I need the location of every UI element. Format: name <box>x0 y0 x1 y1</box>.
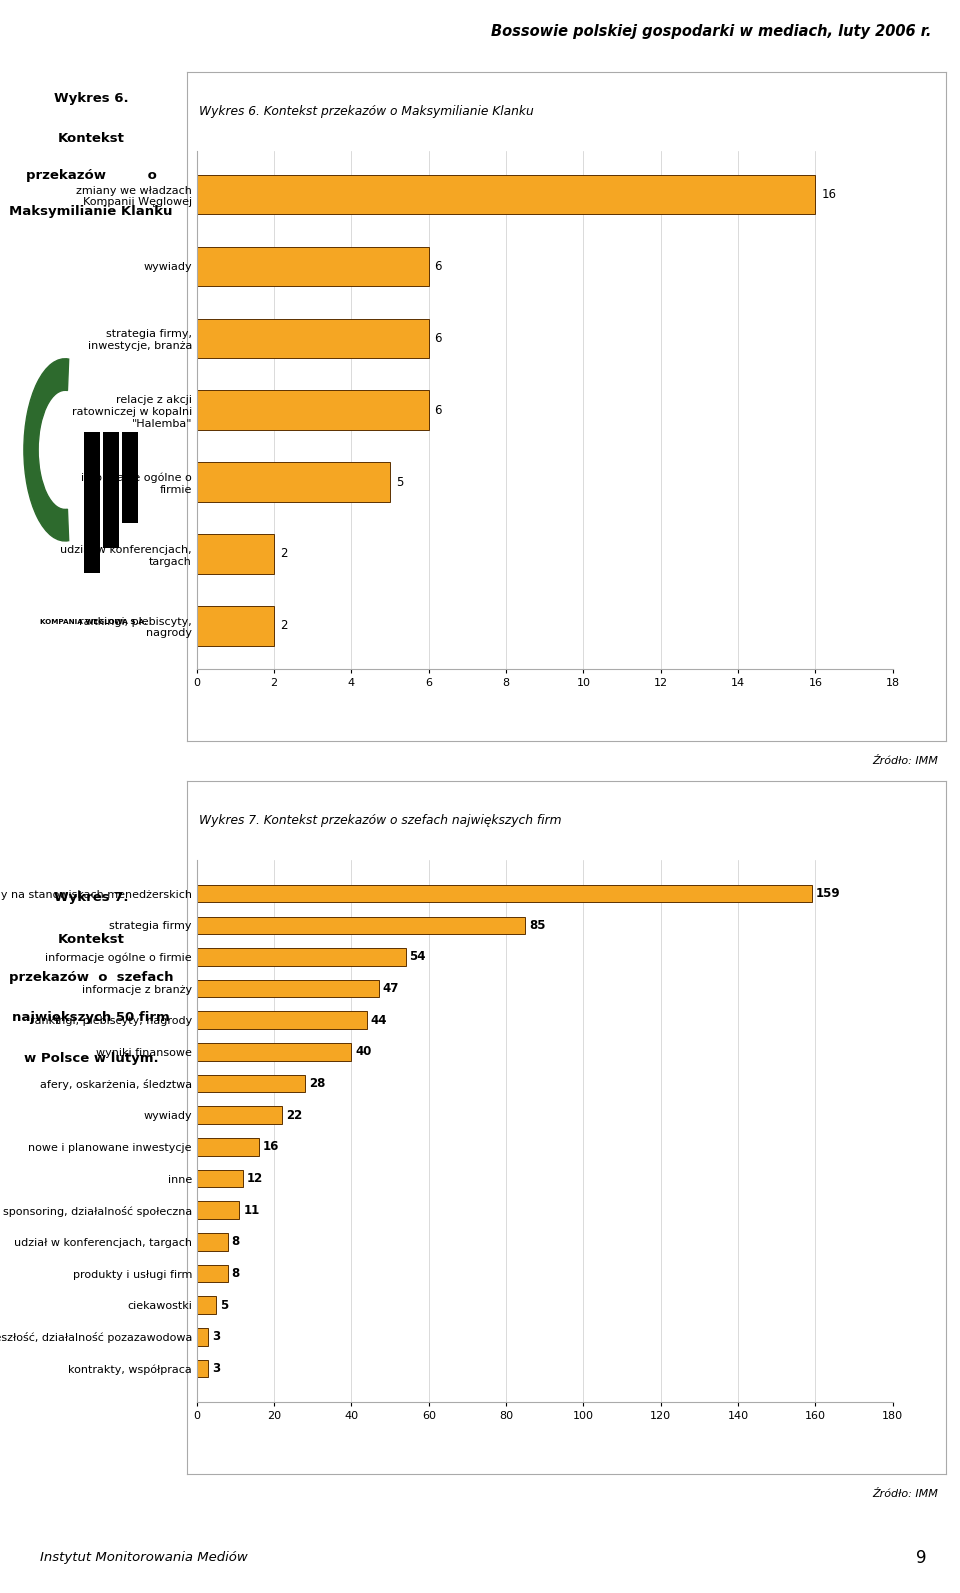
Bar <box>197 319 429 358</box>
Bar <box>197 1201 239 1219</box>
Text: KOMPANIA WĘGLOWA S.A.: KOMPANIA WĘGLOWA S.A. <box>40 618 147 624</box>
Text: 16: 16 <box>821 188 836 201</box>
Text: Źródło: IMM: Źródło: IMM <box>872 1489 938 1499</box>
Text: 44: 44 <box>371 1013 387 1027</box>
Text: 11: 11 <box>243 1204 259 1217</box>
Text: 6: 6 <box>435 403 443 417</box>
Bar <box>197 175 815 215</box>
Text: 22: 22 <box>286 1109 302 1121</box>
Text: największych 50 firm: największych 50 firm <box>12 1012 170 1024</box>
Text: 54: 54 <box>410 951 426 964</box>
Bar <box>197 1043 351 1061</box>
Bar <box>197 1107 282 1125</box>
Text: 5: 5 <box>220 1298 228 1311</box>
Text: 2: 2 <box>280 548 287 561</box>
Text: Instytut Monitorowania Mediów: Instytut Monitorowania Mediów <box>40 1552 248 1564</box>
Text: 6: 6 <box>435 260 443 272</box>
Bar <box>197 605 275 645</box>
Text: 16: 16 <box>262 1141 279 1153</box>
FancyBboxPatch shape <box>122 432 138 524</box>
Text: 47: 47 <box>382 981 398 996</box>
Bar <box>197 247 429 287</box>
Bar <box>197 916 525 933</box>
Bar <box>197 948 406 965</box>
Text: 40: 40 <box>355 1045 372 1058</box>
Bar <box>197 980 378 997</box>
Bar <box>197 1360 208 1378</box>
Bar <box>197 1329 208 1346</box>
Text: Wykres 6. Kontekst przekazów o Maksymilianie Klanku: Wykres 6. Kontekst przekazów o Maksymili… <box>200 105 534 118</box>
Bar <box>197 1169 243 1187</box>
Bar <box>197 884 811 902</box>
Text: Kontekst: Kontekst <box>58 132 125 145</box>
FancyBboxPatch shape <box>84 432 100 572</box>
Text: Maksymilianie Klanku: Maksymilianie Klanku <box>10 205 173 218</box>
Text: 2: 2 <box>280 620 287 632</box>
Text: 159: 159 <box>815 887 840 900</box>
Text: Źródło: IMM: Źródło: IMM <box>872 757 938 766</box>
Wedge shape <box>24 358 69 542</box>
Text: w Polsce w lutym.: w Polsce w lutym. <box>24 1053 158 1066</box>
Text: 12: 12 <box>247 1172 263 1185</box>
Text: 9: 9 <box>917 1548 926 1568</box>
Text: 3: 3 <box>212 1362 221 1375</box>
Text: Wykres 7.: Wykres 7. <box>54 892 129 905</box>
Bar <box>197 1075 305 1093</box>
Text: Wykres 6.: Wykres 6. <box>54 92 129 105</box>
Text: przekazów  o  szefach: przekazów o szefach <box>9 972 174 984</box>
Text: Kontekst: Kontekst <box>58 933 125 946</box>
Text: Wykres 7. Kontekst przekazów o szefach największych firm: Wykres 7. Kontekst przekazów o szefach n… <box>200 814 562 827</box>
Bar <box>197 1233 228 1251</box>
Text: Bossowie polskiej gospodarki w mediach, luty 2006 r.: Bossowie polskiej gospodarki w mediach, … <box>491 24 931 40</box>
Bar <box>197 1137 258 1155</box>
Bar <box>197 390 429 430</box>
Text: 5: 5 <box>396 476 403 489</box>
Text: 8: 8 <box>231 1266 240 1281</box>
Bar <box>197 1265 228 1282</box>
Bar <box>197 462 390 502</box>
FancyBboxPatch shape <box>103 432 119 548</box>
Text: 3: 3 <box>212 1330 221 1343</box>
Bar <box>197 534 275 573</box>
Text: przekazów         o: przekazów o <box>26 169 156 182</box>
Text: 85: 85 <box>529 919 546 932</box>
Text: 28: 28 <box>309 1077 325 1090</box>
Text: 8: 8 <box>231 1235 240 1249</box>
Bar <box>197 1297 216 1314</box>
Bar <box>197 1012 367 1029</box>
Text: 6: 6 <box>435 331 443 344</box>
